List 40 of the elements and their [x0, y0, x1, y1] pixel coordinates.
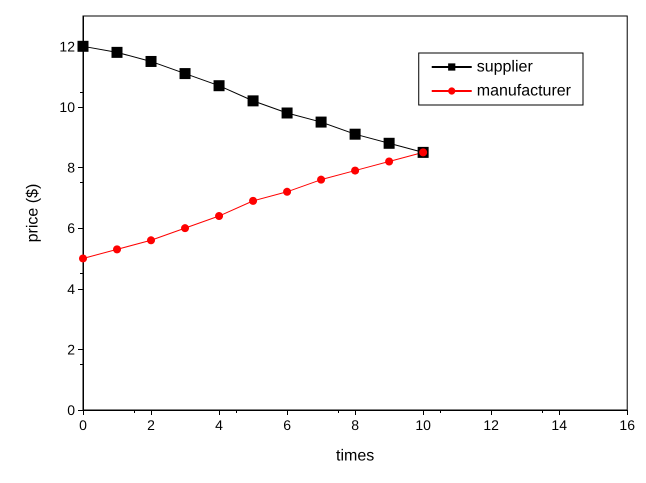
point — [317, 176, 326, 184]
x-tick-label: 16 — [619, 417, 636, 433]
point — [78, 40, 88, 52]
point — [248, 95, 259, 106]
x-tick-label: 12 — [483, 417, 500, 433]
x-axis-title: times — [336, 448, 374, 464]
y-tick-label: 2 — [67, 341, 76, 358]
y-tick-label: 0 — [67, 402, 76, 418]
point — [384, 138, 395, 149]
point — [249, 196, 258, 205]
point — [79, 254, 87, 262]
point — [181, 224, 190, 232]
point — [351, 166, 360, 175]
y-tick-label: 8 — [67, 160, 76, 176]
legend-label: supplier — [476, 58, 534, 76]
x-tick-label: 4 — [215, 417, 224, 433]
point — [112, 46, 123, 58]
point — [215, 212, 224, 220]
x-tick-label: 2 — [147, 417, 156, 433]
y-tick-label: 10 — [59, 98, 76, 115]
x-tick-label: 8 — [351, 417, 360, 433]
x-tick-label: 10 — [415, 417, 432, 433]
point — [113, 245, 122, 254]
point — [214, 80, 225, 92]
point — [350, 128, 361, 140]
point — [180, 68, 191, 80]
point — [316, 116, 327, 128]
legend-label: manufacturer — [476, 82, 572, 100]
x-tick-label: 6 — [283, 417, 292, 433]
x-tick-label: 0 — [79, 417, 88, 433]
y-tick-label: 6 — [67, 220, 76, 236]
point — [385, 157, 394, 166]
point — [282, 107, 293, 118]
point — [146, 56, 157, 67]
x-tick-label: 14 — [551, 417, 568, 433]
point — [147, 236, 156, 244]
point — [283, 188, 292, 196]
y-tick-label: 4 — [67, 280, 76, 297]
y-tick-label: 12 — [59, 38, 76, 54]
y-axis-title: price ($) — [24, 184, 42, 242]
